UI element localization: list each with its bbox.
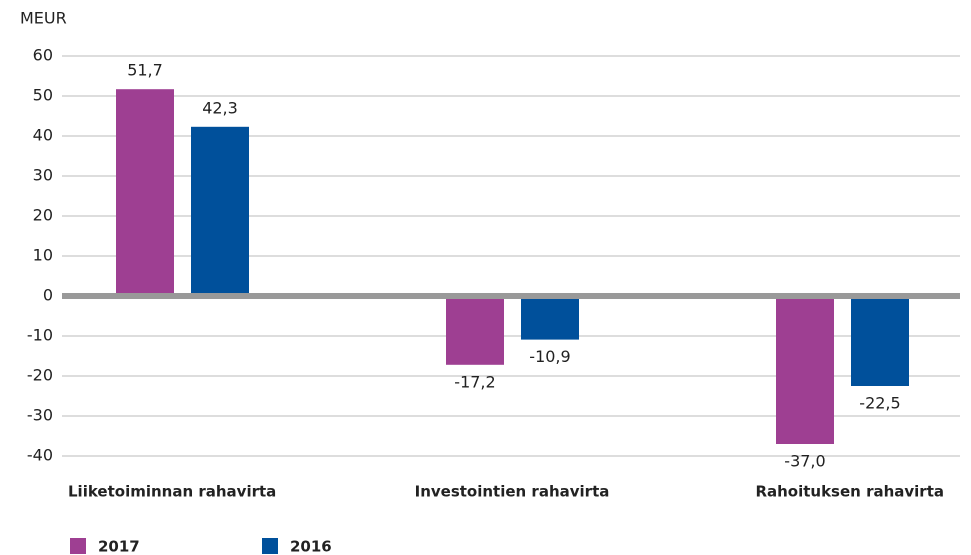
bar xyxy=(776,299,834,444)
x-tick-label: Rahoituksen rahavirta xyxy=(755,483,944,501)
x-tick-label: Investointien rahavirta xyxy=(415,483,610,501)
x-tick-label: Liiketoiminnan rahavirta xyxy=(68,483,276,501)
y-tick-label: 50 xyxy=(33,86,53,105)
bar xyxy=(851,299,909,386)
y-tick-label: 30 xyxy=(33,166,53,185)
bar xyxy=(191,126,249,293)
bar xyxy=(446,299,504,365)
y-tick-label: -20 xyxy=(27,366,53,385)
value-label: -22,5 xyxy=(859,394,900,413)
legend-swatch xyxy=(70,538,86,554)
y-tick-label: 0 xyxy=(43,286,53,305)
value-label: -10,9 xyxy=(529,347,570,366)
y-tick-label: 10 xyxy=(33,246,53,265)
legend-label: 2017 xyxy=(98,538,140,555)
y-tick-label: 20 xyxy=(33,206,53,225)
bar xyxy=(521,299,579,340)
y-tick-label: 40 xyxy=(33,126,53,145)
bar xyxy=(116,89,174,293)
legend-swatch xyxy=(262,538,278,554)
value-label: -17,2 xyxy=(454,372,495,391)
y-tick-label: -10 xyxy=(27,326,53,345)
value-label: 42,3 xyxy=(202,98,238,117)
legend-label: 2016 xyxy=(290,538,332,555)
y-tick-label: -40 xyxy=(27,446,53,465)
y-tick-label: 60 xyxy=(33,46,53,65)
value-label: 51,7 xyxy=(127,61,163,80)
value-label: -37,0 xyxy=(784,452,825,471)
y-tick-label: -30 xyxy=(27,406,53,425)
y-axis-label: MEUR xyxy=(20,9,67,28)
